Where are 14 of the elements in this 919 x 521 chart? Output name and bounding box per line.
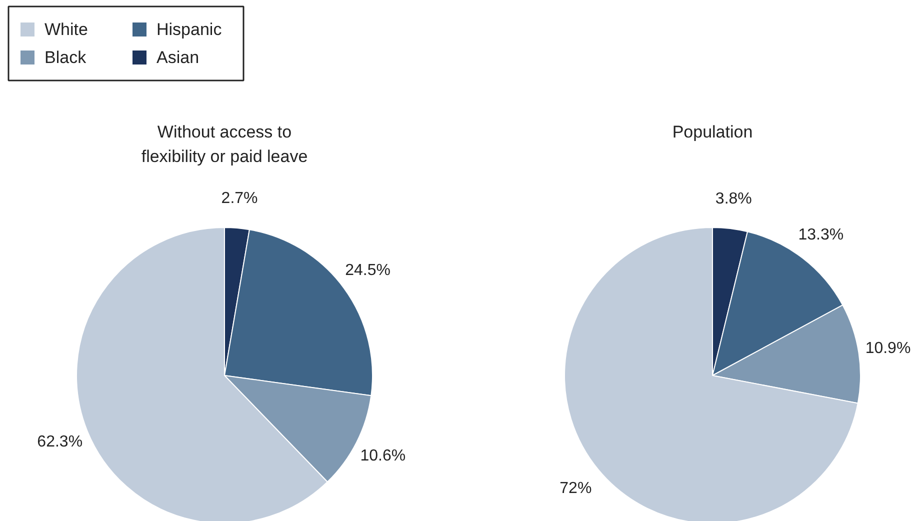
data-label: 10.9%	[865, 340, 911, 357]
legend-label: Asian	[156, 48, 200, 67]
data-label: 13.3%	[798, 226, 844, 244]
chart-title: Population	[672, 122, 753, 142]
data-label: 10.6%	[360, 447, 406, 464]
data-label: 2.7%	[221, 190, 258, 208]
data-label: 62.3%	[37, 434, 83, 451]
data-label: 3.8%	[715, 190, 752, 208]
legend-label: Hispanic	[156, 20, 222, 39]
data-label: 24.5%	[345, 262, 390, 280]
text: Without access to flexibility or paid leave	[141, 122, 308, 166]
legend-label: White	[44, 20, 88, 39]
data-label: 72%	[560, 480, 592, 498]
legend-label: Black	[44, 48, 87, 67]
